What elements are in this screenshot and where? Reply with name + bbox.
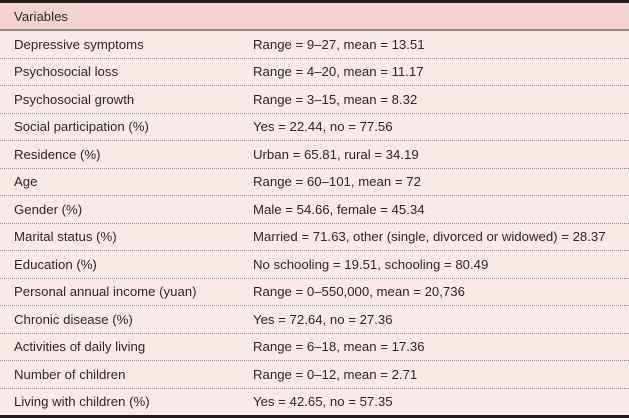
variable-value-cell: Range = 6–18, mean = 17.36 [253,339,425,355]
table-row: Depressive symptoms Range = 9–27, mean =… [0,31,629,58]
variable-name-cell: Education (%) [14,256,97,272]
variable-value-cell: Married = 71.63, other (single, divorced… [253,229,606,245]
table-row: Education (%) No schooling = 19.51, scho… [0,250,629,278]
variable-value-cell: Range = 0–550,000, mean = 20,736 [253,284,465,300]
variable-value-cell: No schooling = 19.51, schooling = 80.49 [253,256,489,272]
variable-value-cell: Range = 60–101, mean = 72 [253,174,421,190]
variable-name-cell: Living with children (%) [14,394,150,410]
table-row: Activities of daily living Range = 6–18,… [0,332,629,361]
variable-value-cell: Yes = 42.65, no = 57.35 [253,394,393,410]
variable-name-cell: Number of children [14,366,126,382]
table-row: Living with children (%) Yes = 42.65, no… [0,387,629,416]
variable-name-cell: Psychosocial growth [14,91,135,107]
table-header-row: Variables [0,3,629,31]
table-row: Marital status (%) Married = 71.63, othe… [0,222,629,251]
variable-name-cell: Psychosocial loss [14,64,119,80]
table-row: Gender (%) Male = 54.66, female = 45.34 [0,195,629,223]
variable-name-cell: Depressive symptoms [14,36,144,52]
table-row: Social participation (%) Yes = 22.44, no… [0,112,629,141]
table-row: Age Range = 60–101, mean = 72 [0,167,629,196]
variable-value-cell: Yes = 22.44, no = 77.56 [253,119,393,135]
table-row: Personal annual income (yuan) Range = 0–… [0,277,629,306]
variable-name-cell: Personal annual income (yuan) [14,284,197,300]
variable-name-cell: Activities of daily living [14,339,146,355]
table-header-label: Variables [14,8,68,24]
variable-value-cell: Yes = 72.64, no = 27.36 [253,311,393,327]
variable-name-cell: Residence (%) [14,146,101,162]
variable-value-cell: Range = 0–12, mean = 2.71 [253,366,418,382]
table-row: Psychosocial loss Range = 4–20, mean = 1… [0,57,629,86]
variable-value-cell: Male = 54.66, female = 45.34 [253,201,425,217]
variable-value-cell: Range = 3–15, mean = 8.32 [253,91,418,107]
variable-value-cell: Urban = 65.81, rural = 34.19 [253,146,419,162]
table-row: Residence (%) Urban = 65.81, rural = 34.… [0,140,629,168]
table-row: Psychosocial growth Range = 3–15, mean =… [0,85,629,113]
variable-name-cell: Chronic disease (%) [14,311,133,327]
variable-value-cell: Range = 9–27, mean = 13.51 [253,36,425,52]
variable-value-cell: Range = 4–20, mean = 11.17 [253,64,424,80]
variable-name-cell: Marital status (%) [14,229,117,245]
table-row: Number of children Range = 0–12, mean = … [0,360,629,388]
variable-name-cell: Social participation (%) [14,119,149,135]
table-row: Chronic disease (%) Yes = 72.64, no = 27… [0,305,629,333]
variable-name-cell: Gender (%) [14,201,83,217]
variable-name-cell: Age [14,174,38,190]
